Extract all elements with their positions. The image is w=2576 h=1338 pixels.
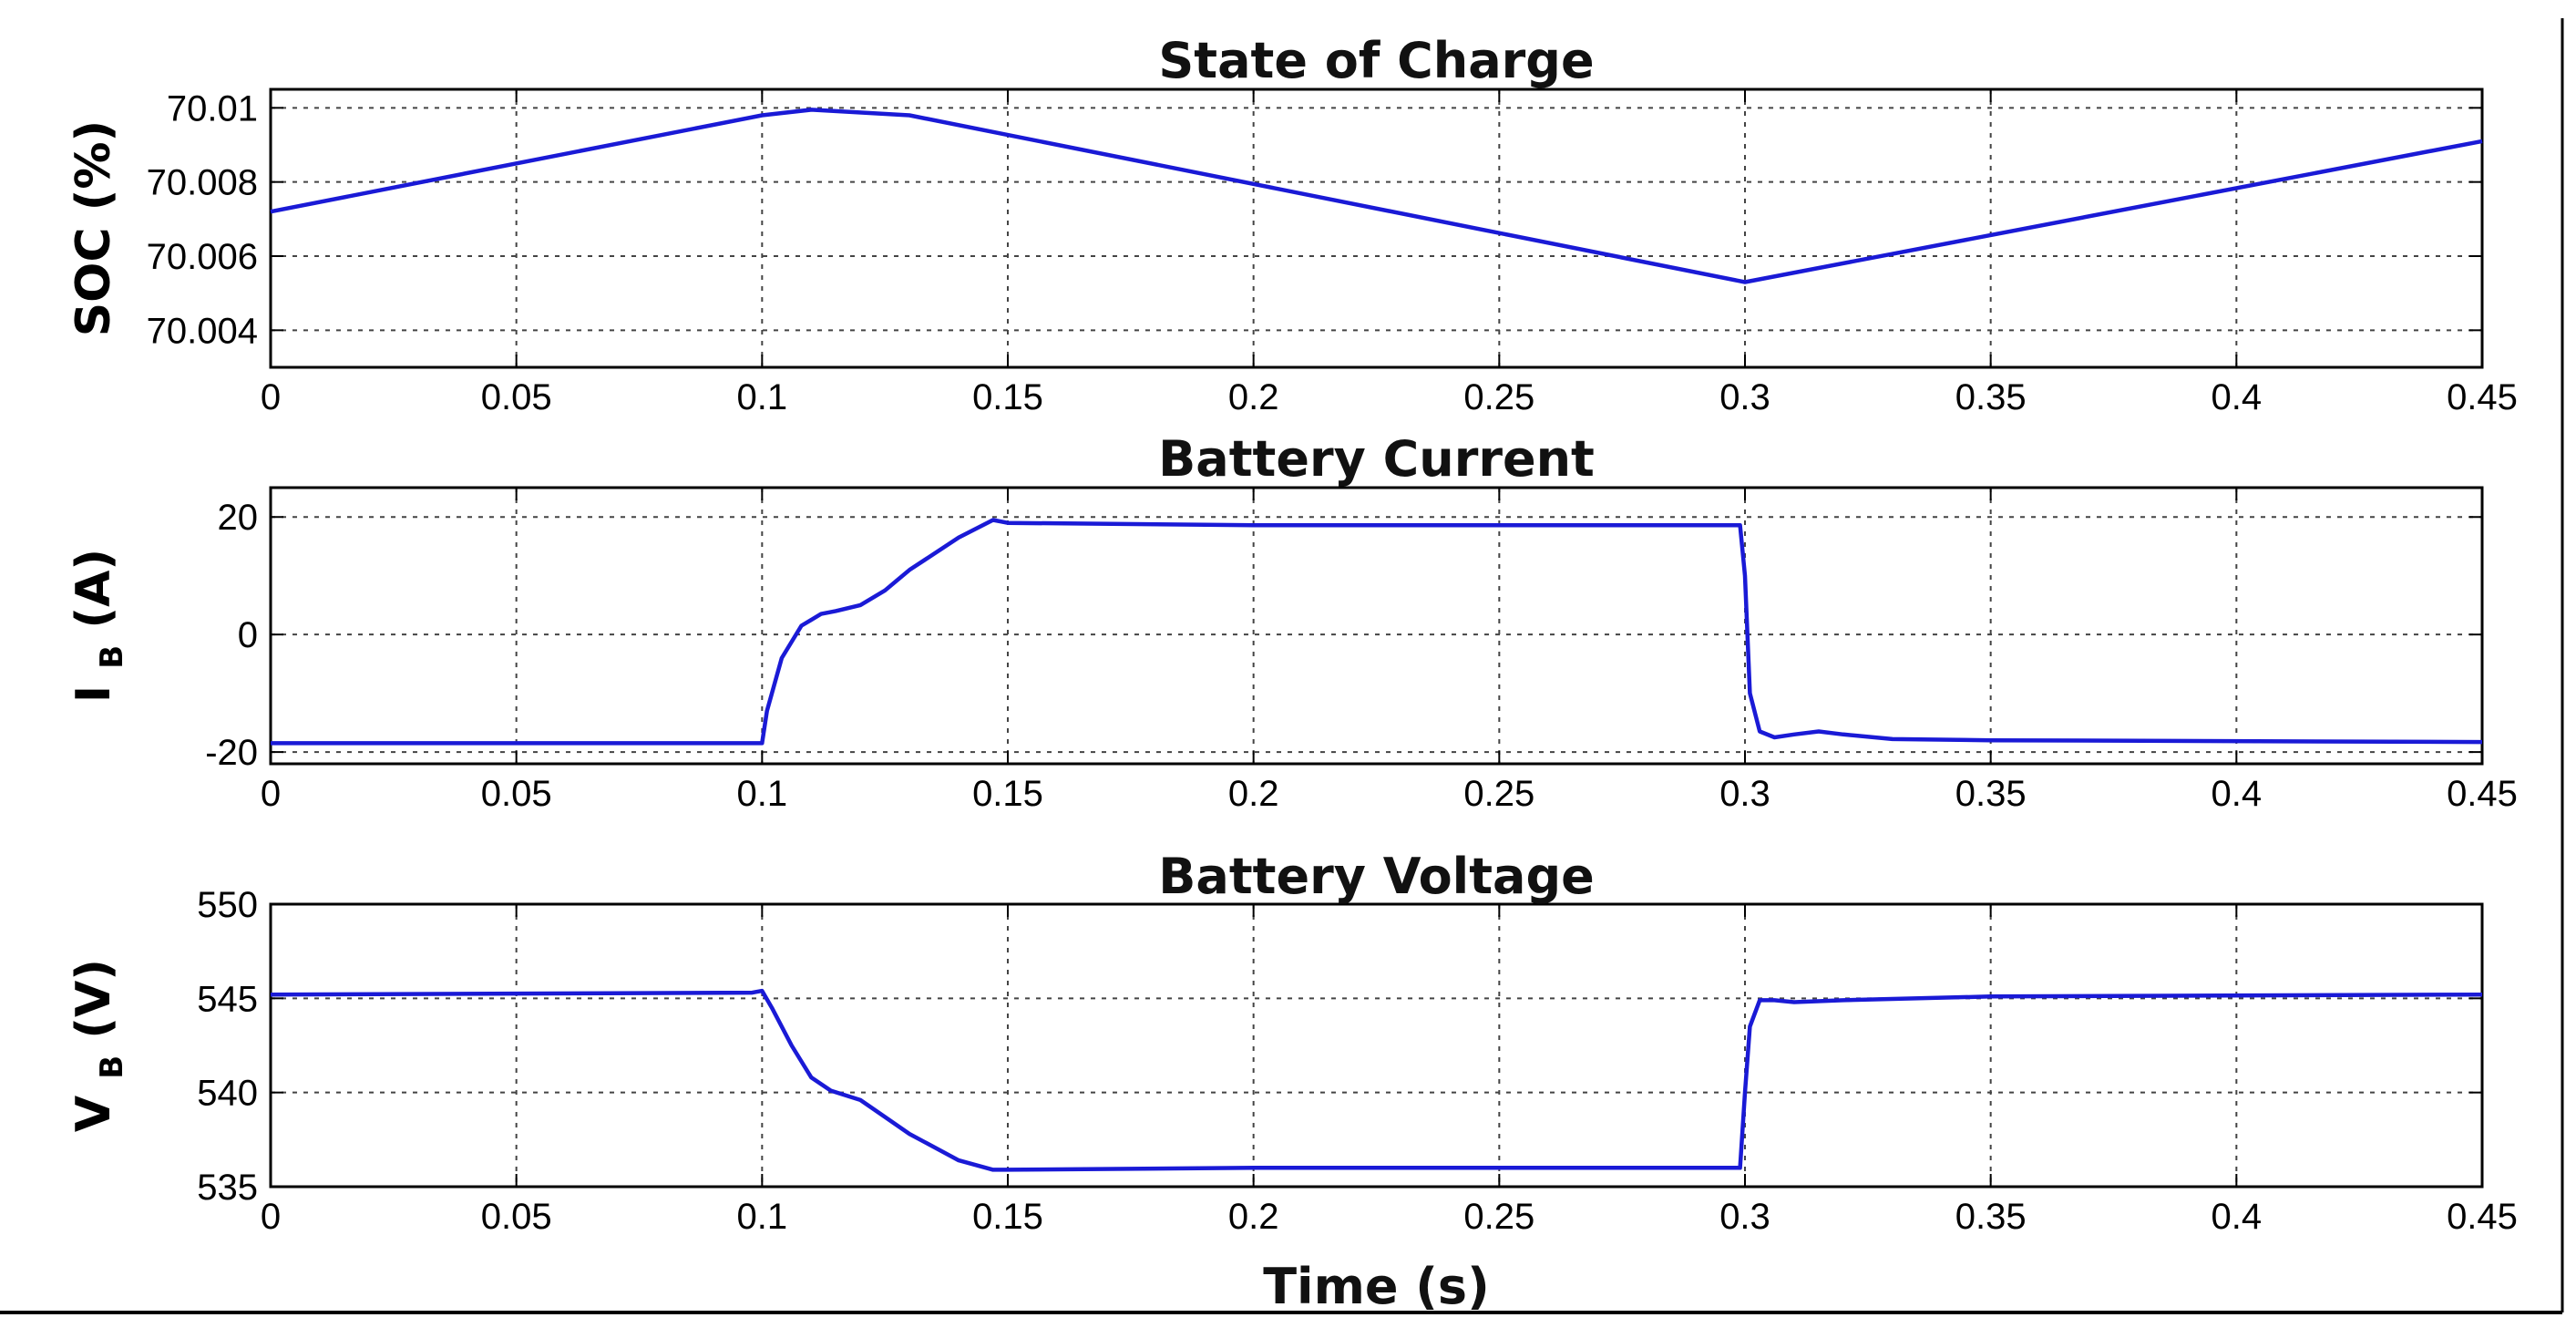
x-tick-label: 0.25 — [1463, 774, 1534, 814]
plot-area — [269, 486, 2484, 766]
chart-panel-1: 0 0.05 0.1 0.15 0.2 0.25 0.3 0.35 0.4 0.45 70.004 7… — [67, 32, 2518, 417]
y-axis-label-unit: (A) — [67, 549, 121, 645]
y-tick-label: 540 — [197, 1074, 258, 1114]
x-tick-label: 0.35 — [1955, 774, 2027, 814]
x-tick-label: 0.45 — [2447, 1197, 2518, 1237]
x-tick-label: 0 — [261, 774, 281, 814]
x-tick-label: 0.3 — [1719, 774, 1770, 814]
x-tick-label: 0.1 — [737, 377, 788, 417]
series-line-1-1 — [270, 108, 2483, 284]
series-line-3-1 — [270, 988, 2483, 1172]
x-tick-label: 0.25 — [1463, 377, 1534, 417]
x-tick-label: 0.15 — [972, 1197, 1043, 1237]
chart-panel-2: 0 0.05 0.1 0.15 0.2 0.25 0.3 0.35 0.4 0.45-20020B… — [67, 430, 2518, 814]
y-tick-label: 70.01 — [167, 88, 258, 129]
x-tick-label: 0.4 — [2212, 774, 2263, 814]
y-tick-label: 70.006 — [147, 237, 258, 277]
y-axis-label: V B (V) — [67, 959, 130, 1132]
y-tick-label: -20 — [205, 733, 258, 773]
y-tick-label: 20 — [218, 498, 259, 538]
x-tick-label: 0.35 — [1955, 1197, 2027, 1237]
x-tick-label: 0.4 — [2212, 377, 2263, 417]
x-tick-label: 0.1 — [737, 1197, 788, 1237]
x-tick-label: 0 — [261, 1197, 281, 1237]
x-tick-label: 0.45 — [2447, 377, 2518, 417]
chart-panel-3: 0 0.05 0.1 0.15 0.2 0.25 0.3 0.35 0.4 0.45 535 540 5… — [67, 848, 2518, 1315]
y-axis-label-subscript: B — [94, 1055, 130, 1079]
x-tick-label: 0.2 — [1228, 1197, 1279, 1237]
x-tick-label: 0.4 — [2212, 1197, 2263, 1237]
y-tick-label: 0 — [238, 615, 258, 655]
x-tick-label: 0.2 — [1228, 377, 1279, 417]
x-tick-label: 0.25 — [1463, 1197, 1534, 1237]
x-tick-label: 0 — [261, 377, 281, 417]
x-axis-label: Time (s) — [1263, 1258, 1490, 1315]
x-tick-label: 0.05 — [481, 1197, 552, 1237]
x-tick-label: 0.3 — [1719, 1197, 1770, 1237]
x-tick-label: 0.35 — [1955, 377, 2027, 417]
x-tick-label: 0.45 — [2447, 774, 2518, 814]
chart-title: Battery Voltage — [1158, 848, 1594, 905]
y-axis-label-subscript: B — [94, 645, 130, 669]
plot-area — [269, 902, 2484, 1189]
y-tick-label: 70.004 — [147, 311, 258, 351]
x-tick-label: 0.05 — [481, 774, 552, 814]
x-tick-label: 0.05 — [481, 377, 552, 417]
x-tick-label: 0.2 — [1228, 774, 1279, 814]
y-axis-label-main: I — [67, 669, 121, 703]
y-tick-label: 545 — [197, 979, 258, 1019]
x-tick-label: 0.15 — [972, 377, 1043, 417]
y-tick-label: 70.008 — [147, 163, 258, 203]
y-axis-label: SOC (%) — [67, 120, 121, 337]
y-axis-label: I B (A) — [67, 549, 130, 703]
x-tick-label: 0.1 — [737, 774, 788, 814]
plot-area — [269, 87, 2484, 369]
chart-title: State of Charge — [1158, 32, 1594, 89]
chart-title: Battery Current — [1158, 430, 1595, 488]
x-tick-label: 0.15 — [972, 774, 1043, 814]
y-axis-label-unit: (V) — [67, 959, 121, 1055]
y-tick-label: 550 — [197, 885, 258, 925]
y-tick-label: 535 — [197, 1168, 258, 1208]
series-line-2-1 — [271, 518, 2483, 746]
x-tick-label: 0.3 — [1719, 377, 1770, 417]
y-axis-label-main: V — [67, 1079, 121, 1132]
